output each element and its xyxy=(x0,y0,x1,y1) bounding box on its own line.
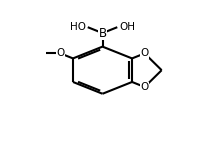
Text: OH: OH xyxy=(119,22,135,32)
Text: HO: HO xyxy=(70,22,86,32)
Text: O: O xyxy=(141,48,149,58)
Text: B: B xyxy=(99,27,106,40)
Text: O: O xyxy=(56,48,64,58)
Text: O: O xyxy=(141,82,149,92)
